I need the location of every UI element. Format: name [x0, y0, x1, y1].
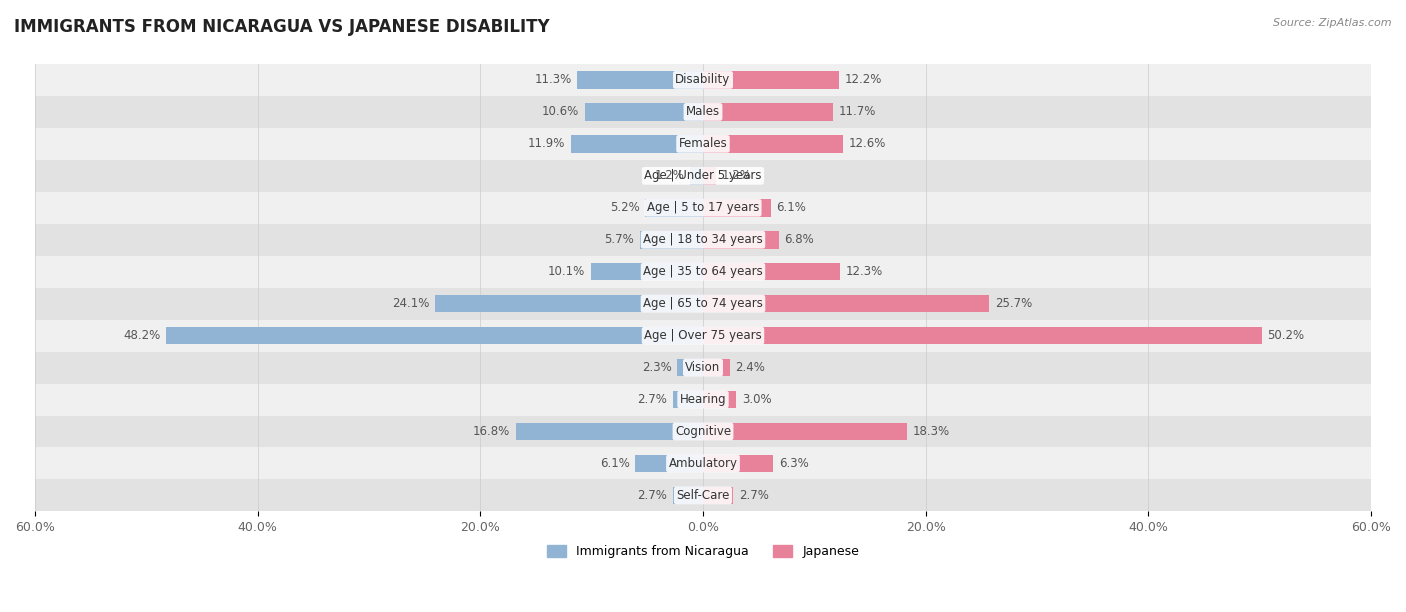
Text: Age | 65 to 74 years: Age | 65 to 74 years — [643, 297, 763, 310]
Bar — [516, 423, 703, 440]
Bar — [35, 447, 1371, 479]
Text: 50.2%: 50.2% — [1268, 329, 1305, 342]
Bar — [585, 103, 703, 121]
Text: 1.2%: 1.2% — [654, 170, 685, 182]
Bar — [703, 199, 770, 217]
Text: Disability: Disability — [675, 73, 731, 86]
Bar — [703, 231, 779, 248]
Bar — [35, 288, 1371, 319]
Bar — [703, 295, 990, 313]
Bar — [673, 487, 703, 504]
Legend: Immigrants from Nicaragua, Japanese: Immigrants from Nicaragua, Japanese — [541, 540, 865, 563]
Bar — [636, 455, 703, 472]
Bar — [678, 359, 703, 376]
Text: Cognitive: Cognitive — [675, 425, 731, 438]
Text: 24.1%: 24.1% — [392, 297, 429, 310]
Text: 2.3%: 2.3% — [643, 361, 672, 374]
Text: 6.8%: 6.8% — [785, 233, 814, 246]
Bar — [703, 423, 907, 440]
Bar — [591, 263, 703, 280]
Text: 12.6%: 12.6% — [849, 137, 886, 151]
Text: 10.1%: 10.1% — [548, 265, 585, 278]
Bar — [703, 103, 834, 121]
Text: 1.2%: 1.2% — [721, 170, 752, 182]
Text: 48.2%: 48.2% — [124, 329, 160, 342]
Bar — [35, 479, 1371, 512]
Bar — [703, 455, 773, 472]
Bar — [35, 256, 1371, 288]
Bar — [35, 319, 1371, 351]
Bar — [35, 128, 1371, 160]
Text: 2.7%: 2.7% — [637, 489, 668, 502]
Text: Age | 18 to 34 years: Age | 18 to 34 years — [643, 233, 763, 246]
Text: Self-Care: Self-Care — [676, 489, 730, 502]
Bar — [645, 199, 703, 217]
Text: IMMIGRANTS FROM NICARAGUA VS JAPANESE DISABILITY: IMMIGRANTS FROM NICARAGUA VS JAPANESE DI… — [14, 18, 550, 36]
Text: Males: Males — [686, 105, 720, 118]
Bar — [703, 71, 839, 89]
Text: 16.8%: 16.8% — [474, 425, 510, 438]
Bar — [35, 160, 1371, 192]
Text: Age | Over 75 years: Age | Over 75 years — [644, 329, 762, 342]
Text: 25.7%: 25.7% — [994, 297, 1032, 310]
Bar — [35, 192, 1371, 224]
Text: Age | 35 to 64 years: Age | 35 to 64 years — [643, 265, 763, 278]
Bar — [703, 167, 717, 185]
Bar — [703, 135, 844, 152]
Text: 2.7%: 2.7% — [637, 393, 668, 406]
Bar — [578, 71, 703, 89]
Bar — [689, 167, 703, 185]
Text: 2.7%: 2.7% — [738, 489, 769, 502]
Text: Source: ZipAtlas.com: Source: ZipAtlas.com — [1274, 18, 1392, 28]
Text: 5.2%: 5.2% — [610, 201, 640, 214]
Bar — [35, 96, 1371, 128]
Bar — [703, 263, 839, 280]
Bar — [703, 487, 733, 504]
Bar — [35, 384, 1371, 416]
Text: 5.7%: 5.7% — [605, 233, 634, 246]
Bar — [35, 64, 1371, 96]
Bar — [640, 231, 703, 248]
Text: 11.3%: 11.3% — [534, 73, 572, 86]
Bar — [35, 351, 1371, 384]
Bar — [673, 390, 703, 408]
Bar — [434, 295, 703, 313]
Text: Age | 5 to 17 years: Age | 5 to 17 years — [647, 201, 759, 214]
Text: 6.1%: 6.1% — [599, 457, 630, 470]
Text: Vision: Vision — [685, 361, 721, 374]
Text: 11.7%: 11.7% — [839, 105, 876, 118]
Text: 10.6%: 10.6% — [543, 105, 579, 118]
Text: Females: Females — [679, 137, 727, 151]
Text: 6.1%: 6.1% — [776, 201, 807, 214]
Text: 11.9%: 11.9% — [527, 137, 565, 151]
Text: 18.3%: 18.3% — [912, 425, 949, 438]
Text: Age | Under 5 years: Age | Under 5 years — [644, 170, 762, 182]
Bar — [571, 135, 703, 152]
Text: 12.3%: 12.3% — [845, 265, 883, 278]
Bar — [703, 390, 737, 408]
Text: 2.4%: 2.4% — [735, 361, 765, 374]
Bar — [35, 416, 1371, 447]
Text: 12.2%: 12.2% — [845, 73, 882, 86]
Bar — [703, 327, 1263, 345]
Text: Ambulatory: Ambulatory — [668, 457, 738, 470]
Bar — [166, 327, 703, 345]
Text: 3.0%: 3.0% — [742, 393, 772, 406]
Bar — [703, 359, 730, 376]
Text: 6.3%: 6.3% — [779, 457, 808, 470]
Bar — [35, 224, 1371, 256]
Text: Hearing: Hearing — [679, 393, 727, 406]
